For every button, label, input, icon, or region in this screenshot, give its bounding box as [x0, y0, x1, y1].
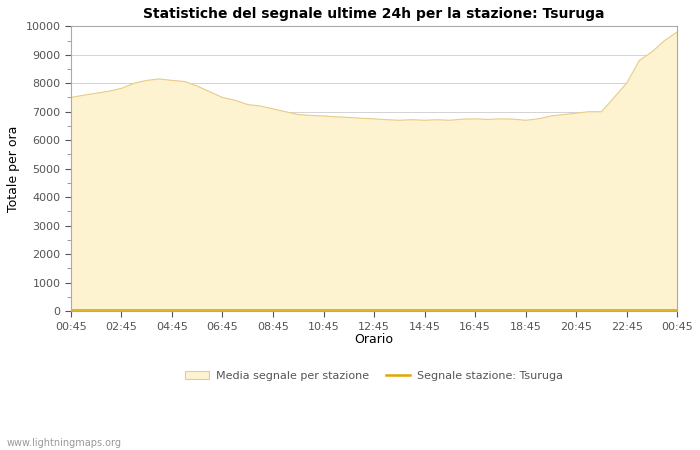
Title: Statistiche del segnale ultime 24h per la stazione: Tsuruga: Statistiche del segnale ultime 24h per l…: [144, 7, 605, 21]
Text: www.lightningmaps.org: www.lightningmaps.org: [7, 438, 122, 448]
Y-axis label: Totale per ora: Totale per ora: [7, 126, 20, 212]
Legend: Media segnale per stazione, Segnale stazione: Tsuruga: Media segnale per stazione, Segnale staz…: [181, 366, 568, 385]
X-axis label: Orario: Orario: [354, 333, 393, 346]
